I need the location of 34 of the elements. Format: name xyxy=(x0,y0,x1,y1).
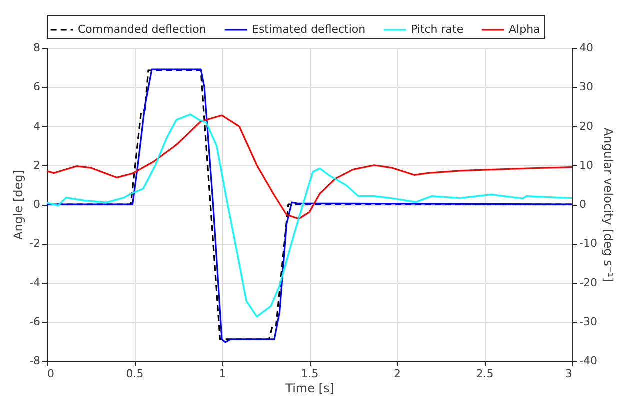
y2-tick-label: -40 xyxy=(580,354,598,368)
y2-tick-label: 20 xyxy=(580,120,594,133)
legend-label: Alpha xyxy=(509,23,540,36)
y-tick-label: 6 xyxy=(34,80,40,94)
x-tick-label: 1 xyxy=(219,368,226,380)
y-tick-label: -8 xyxy=(30,354,40,368)
y2-tick-label: -30 xyxy=(580,315,598,328)
line-series xyxy=(46,114,573,220)
y-axis-title: Angle [deg] xyxy=(12,170,26,240)
x-axis-title: Time [s] xyxy=(284,382,334,396)
y-tick-label: 8 xyxy=(34,42,40,54)
legend-label: Pitch rate xyxy=(411,23,464,36)
legend-label: Commanded deflection xyxy=(78,23,206,36)
y-tick-label: 2 xyxy=(34,158,40,172)
y-tick-label: -4 xyxy=(30,276,40,290)
legend-label: Estimated deflection xyxy=(252,23,366,36)
x-tick-label: 0.5 xyxy=(126,368,144,380)
y2-tick-label: 0 xyxy=(580,198,586,211)
y2-tick-label: 30 xyxy=(580,80,594,94)
y-tick-label: -2 xyxy=(30,237,40,250)
y-tick-label: 4 xyxy=(34,120,40,133)
x-tick-label: 1.5 xyxy=(301,368,319,380)
x-tick-label: 2 xyxy=(394,368,401,380)
y2-tick-label: 40 xyxy=(580,42,594,54)
x-tick-label: 3 xyxy=(566,368,572,380)
y2-tick-label: 10 xyxy=(580,158,594,172)
y2-axis-title: Angular velocity [deg s⁻¹] xyxy=(601,128,616,282)
line-series xyxy=(46,114,573,318)
x-tick-label: 2.5 xyxy=(476,368,494,380)
y-tick-label: 0 xyxy=(34,198,40,211)
y-tick-label: -6 xyxy=(30,315,40,328)
y2-tick-label: -10 xyxy=(580,237,598,250)
x-tick-label: 0 xyxy=(48,368,54,380)
y2-tick-label: -20 xyxy=(580,276,598,290)
